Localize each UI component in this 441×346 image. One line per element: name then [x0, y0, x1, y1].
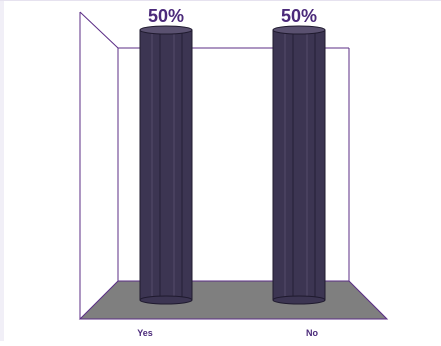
bar-base: [272, 295, 326, 305]
side-wall-top-diagonal: [79, 11, 119, 49]
bar-yes: [139, 25, 193, 305]
plot-walls: [78, 11, 389, 320]
top-border-line: [0, 0, 441, 1]
bar-top: [272, 25, 326, 35]
data-label-yes: 50%: [148, 6, 184, 26]
tick-label-yes: Yes: [137, 328, 153, 338]
left-border-strip: [0, 0, 4, 341]
bar-base: [139, 295, 193, 305]
bar-body: [272, 29, 326, 301]
bars-layer: [139, 25, 326, 305]
bar-body: [139, 29, 193, 301]
data-label-no: 50%: [281, 6, 317, 26]
ticks-layer: Yes No: [137, 328, 318, 338]
tick-label-no: No: [306, 328, 318, 338]
labels-layer: 50% 50%: [148, 6, 317, 26]
bar-top: [139, 25, 193, 35]
bar-no: [272, 25, 326, 305]
plot-floor: [78, 280, 389, 320]
